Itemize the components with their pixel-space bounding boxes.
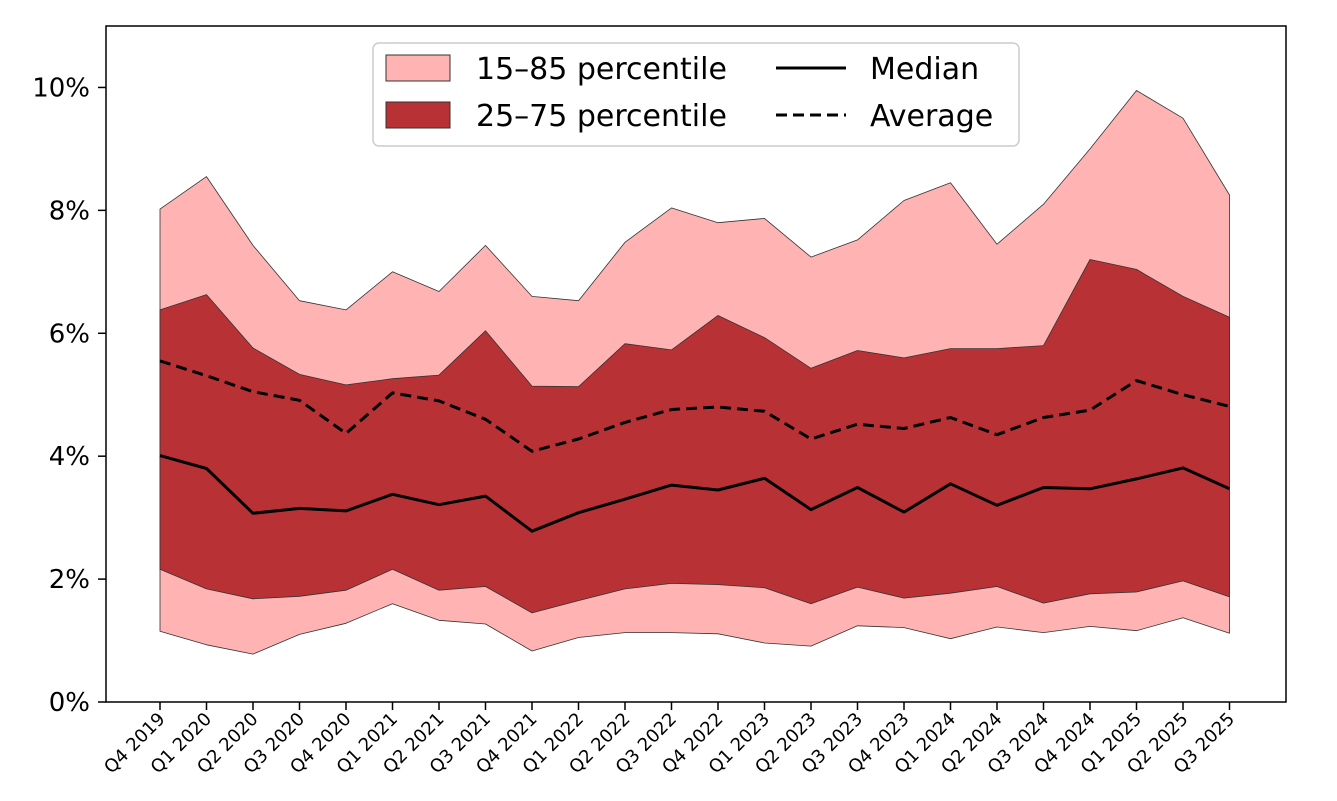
legend-label-band-25-75: 25–75 percentile bbox=[476, 99, 727, 134]
y-tick-label: 10% bbox=[32, 73, 90, 103]
legend-label-average: Average bbox=[870, 99, 993, 134]
series-line-median bbox=[159, 454, 1231, 533]
legend: 15–85 percentile 25–75 percentile Median… bbox=[372, 42, 1020, 147]
bands-layer bbox=[159, 90, 1230, 655]
plot-area-frame bbox=[105, 25, 1287, 703]
y-tick-label: 6% bbox=[49, 319, 90, 349]
legend-swatch-band-25-75 bbox=[385, 101, 451, 129]
lines-layer bbox=[159, 359, 1231, 533]
y-axis: 0% 2% 4% 6% 8% 10% bbox=[32, 73, 106, 718]
y-tick-label: 2% bbox=[49, 565, 90, 595]
band-area-25-75 bbox=[159, 259, 1230, 614]
legend-box bbox=[372, 42, 1020, 147]
series-line-average bbox=[159, 359, 1230, 453]
y-tick-label: 4% bbox=[49, 442, 90, 472]
y-tick-label: 0% bbox=[49, 688, 90, 718]
legend-label-median: Median bbox=[870, 52, 979, 87]
y-tick-label: 8% bbox=[49, 196, 90, 226]
legend-label-band-15-85: 15–85 percentile bbox=[476, 52, 727, 87]
legend-swatch-band-15-85 bbox=[385, 54, 451, 82]
